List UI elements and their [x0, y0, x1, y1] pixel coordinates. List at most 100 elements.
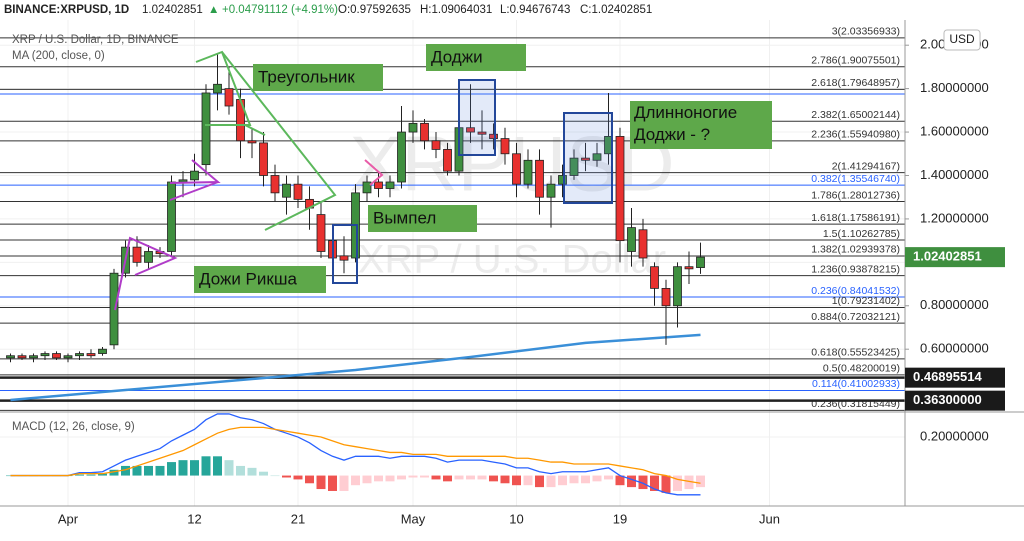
macd-line — [10, 413, 701, 496]
fib-label: 0.382(1.35546740) — [811, 173, 900, 185]
macd-histogram-bar — [339, 475, 349, 491]
macd-histogram-bar — [673, 475, 682, 491]
price-label: 0.36300000 — [913, 392, 982, 407]
annotation-box — [194, 266, 326, 293]
pennant-drawing — [364, 159, 384, 186]
candle-body — [684, 266, 694, 270]
candle-body — [40, 353, 50, 357]
macd-histogram-bar — [615, 475, 625, 486]
x-tick-label: Jun — [759, 511, 780, 526]
macd-histogram-bar — [305, 475, 314, 484]
legend-macd: MACD (12, 26, close, 9) — [12, 421, 135, 433]
macd-histogram-bar — [454, 475, 464, 480]
x-tick-label: 10 — [509, 511, 523, 526]
legend-pair: XRP / U.S. Dollar, 1D, BINANCE — [12, 34, 179, 46]
price-label-bg — [905, 367, 1005, 388]
macd-histogram-bar — [109, 469, 119, 476]
fib-label: 0.5(0.48200019) — [823, 363, 900, 375]
macd-histogram-bar — [500, 475, 510, 484]
candle-body — [523, 159, 533, 185]
candle-body — [52, 353, 61, 359]
macd-histogram-bar — [247, 467, 257, 476]
macd-histogram-bar — [190, 460, 199, 476]
macd-histogram-bar — [270, 475, 280, 477]
macd-histogram-bar — [236, 465, 245, 476]
macd-histogram-bar — [489, 475, 498, 482]
candle-body — [75, 353, 84, 357]
macd-histogram-bar — [546, 475, 556, 488]
doji-box — [563, 112, 613, 204]
annotation-box — [426, 44, 526, 71]
macd-histogram-bar — [592, 475, 602, 482]
macd-histogram-bar — [224, 460, 234, 476]
candle-body — [213, 83, 222, 94]
macd-histogram-bar — [397, 475, 406, 480]
candle-body — [569, 157, 579, 176]
macd-histogram-bar — [374, 475, 383, 482]
fib-label: 2.786(1.90075501) — [811, 55, 900, 67]
fib-label: 2.382(1.65002144) — [811, 109, 900, 121]
macd-histogram-bar — [167, 462, 176, 476]
symbol: BINANCE:XRPUSD, 1D — [4, 4, 129, 16]
annotations: Треугольник Доджи Длинноногие Доджи - ? … — [194, 44, 772, 293]
candle-body — [190, 170, 199, 181]
candle-body — [581, 157, 590, 161]
triangle-drawing — [244, 124, 266, 136]
candle-body — [224, 88, 234, 107]
macd-histogram-bar — [466, 475, 475, 480]
candle-body — [408, 122, 418, 133]
legend-ma: MA (200, close, 0) — [12, 50, 105, 62]
candle-body — [661, 287, 671, 307]
macd-histogram-bar — [569, 475, 579, 484]
candle-body — [259, 142, 268, 176]
signal-line — [10, 426, 701, 484]
fib-label: 3(2.03356933) — [832, 26, 900, 38]
x-tick-label: 21 — [291, 511, 305, 526]
annotation: Доджи — [431, 47, 483, 66]
x-tick-label: 12 — [187, 511, 201, 526]
change: +0.04791112 (+4.91%) — [222, 4, 338, 16]
close: C:1.02402851 — [580, 4, 652, 16]
macd-histogram-bar — [86, 474, 96, 476]
fib-label: 0.114(0.41002933) — [812, 378, 900, 390]
macd-histogram-bar — [604, 475, 613, 480]
currency: USD — [949, 32, 975, 46]
fib-label: 1(0.79231402) — [832, 295, 900, 307]
x-tick-label: Apr — [58, 511, 79, 526]
candle-body — [282, 183, 291, 198]
candle-body — [431, 140, 441, 150]
candle-body — [397, 131, 406, 183]
macd-histogram-bar — [201, 456, 211, 476]
macd-histogram-bar — [512, 475, 521, 486]
macd-histogram-bar — [684, 475, 694, 490]
fib-label: 2.618(1.79648957) — [811, 77, 900, 89]
candle-body — [489, 133, 498, 139]
macd-histogram-bar — [627, 475, 636, 488]
change-arrow: ▲ — [208, 4, 219, 16]
candle-body — [362, 181, 372, 194]
macd-histogram-bar — [178, 460, 188, 476]
pennant-drawing — [169, 181, 219, 201]
annotation: Длинноногие Доджи - ? — [634, 103, 738, 144]
price-label-bg — [905, 390, 1005, 411]
candle-body — [86, 353, 96, 357]
candle-body — [477, 131, 487, 135]
macd-histogram-bar — [213, 456, 222, 476]
candle-body — [63, 355, 73, 359]
doji-box — [458, 79, 496, 156]
fib-label: 2(1.41294167) — [832, 160, 900, 172]
low: L:0.94676743 — [500, 4, 570, 16]
macd-histogram-bar — [316, 475, 326, 490]
ma-line — [10, 333, 701, 402]
macd-histogram-bar — [581, 475, 590, 484]
candle-body — [132, 246, 142, 263]
candle-body — [374, 181, 383, 189]
currency-button[interactable] — [943, 29, 981, 51]
candle-body — [512, 153, 521, 185]
candle-body — [385, 181, 395, 189]
price-label: 0.46895514 — [913, 369, 982, 384]
annotation: Вымпел — [373, 208, 436, 227]
candle-body — [500, 138, 510, 155]
fib-label: 2.236(1.55940980) — [811, 129, 900, 141]
macd-histogram-bar — [420, 475, 429, 478]
